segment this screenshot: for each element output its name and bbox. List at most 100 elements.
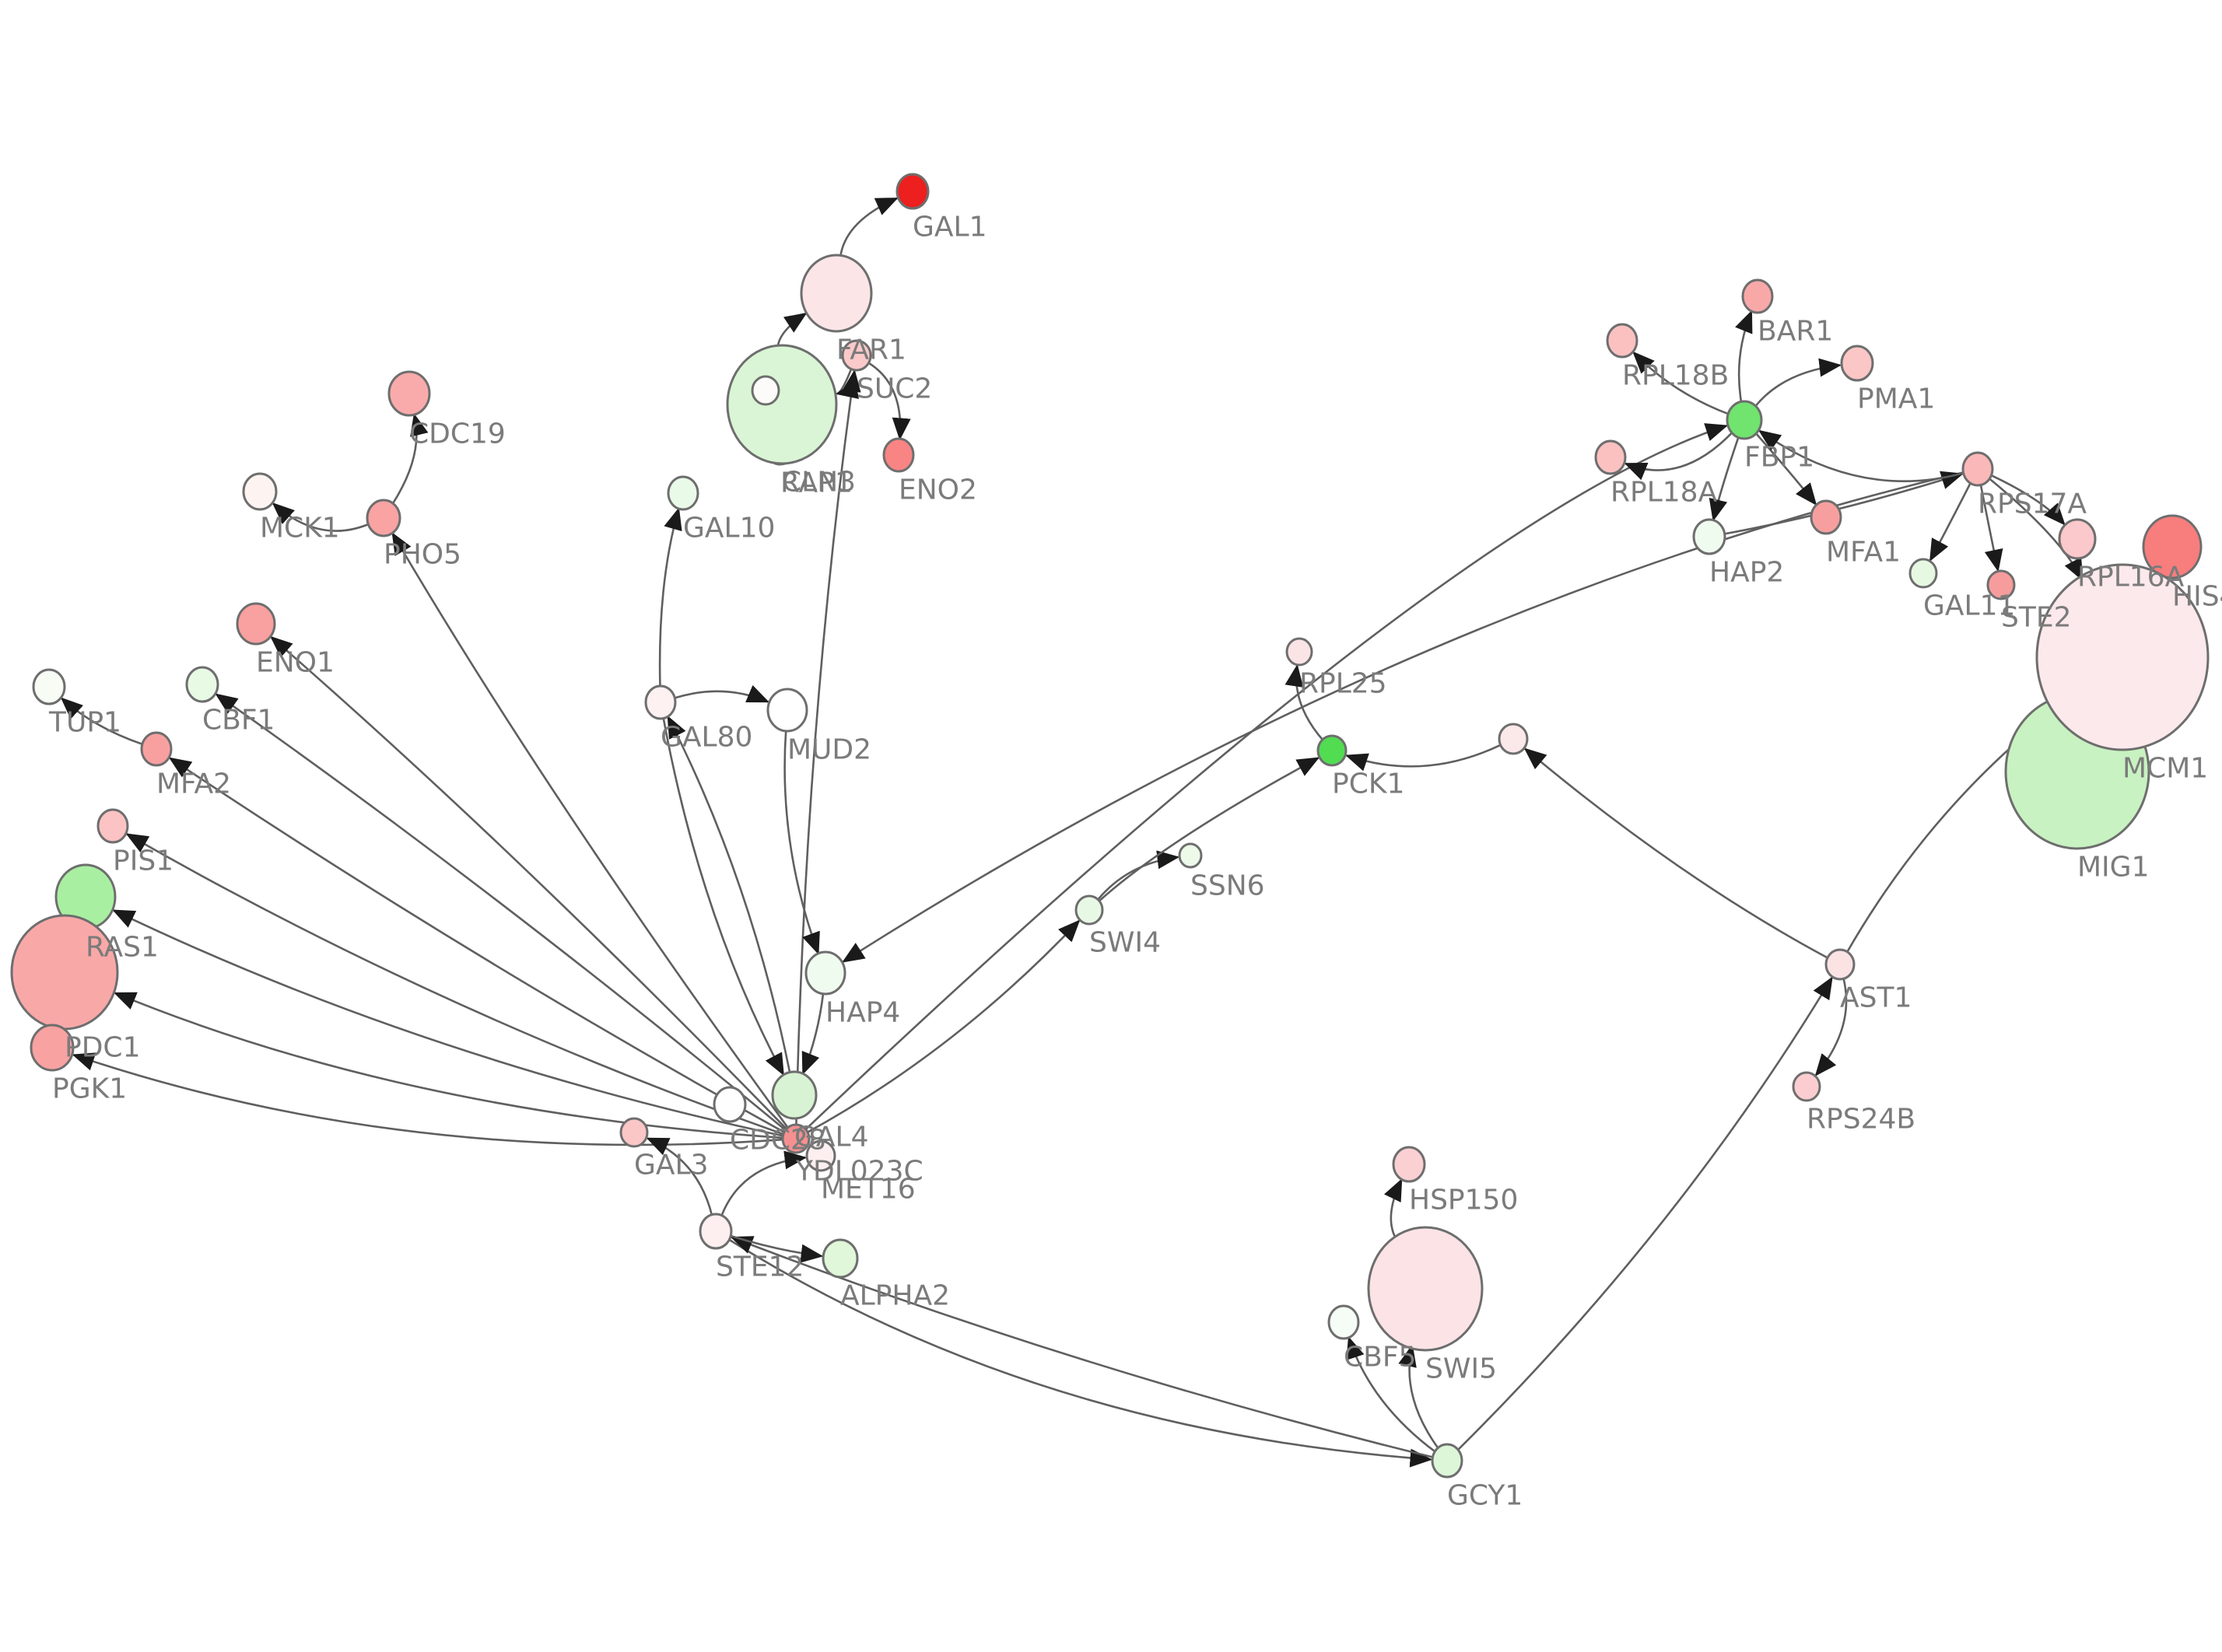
- edge-FBP1-RPL18A[interactable]: [1624, 431, 1733, 481]
- edge-YDL023C-CBF1[interactable]: [215, 693, 787, 1132]
- edge-FBP1-BAR1[interactable]: [1735, 310, 1753, 404]
- node-YDL023C[interactable]: [781, 1123, 811, 1154]
- node-BAR1[interactable]: [1741, 278, 1774, 314]
- node-MUD2[interactable]: [766, 688, 808, 733]
- node-PHO5[interactable]: [366, 499, 401, 537]
- edge-STE12-GCY1[interactable]: [728, 1238, 1433, 1468]
- node-HAP2[interactable]: [1692, 518, 1726, 555]
- node-MET16[interactable]: [805, 1139, 836, 1172]
- edge-YDL023C-PHO5[interactable]: [391, 532, 790, 1129]
- edge-MUD2-HAP4[interactable]: [783, 729, 820, 955]
- node-STE2[interactable]: [1986, 569, 2016, 600]
- edge-GAL80-GAL4[interactable]: [662, 716, 785, 1076]
- node-FBP1[interactable]: [1726, 400, 1763, 440]
- node-MCM1[interactable]: [2035, 563, 2210, 751]
- edge-STE12-ALPHA2[interactable]: [730, 1234, 824, 1263]
- edge-STE12-GAL3[interactable]: [646, 1137, 713, 1216]
- node-MFA2[interactable]: [140, 731, 173, 767]
- edge-PHO5-MCK1[interactable]: [272, 502, 370, 532]
- edge-YDL023C-PIS1[interactable]: [125, 833, 784, 1136]
- node-RPL18A[interactable]: [1594, 439, 1627, 475]
- node-MCK1[interactable]: [242, 472, 278, 511]
- edge-FBP1-RPL18B[interactable]: [1632, 351, 1729, 415]
- node-GAL11[interactable]: [1908, 558, 1938, 589]
- node-HIS4[interactable]: [2142, 514, 2203, 579]
- node-TUP1[interactable]: [32, 668, 66, 705]
- edge-UNL2-PCK1[interactable]: [1345, 744, 1502, 772]
- edge-SUC2-ENO2[interactable]: [867, 362, 911, 441]
- edge-YDL023C-PDC1[interactable]: [113, 992, 783, 1139]
- edge-GCY1-SWI5[interactable]: [1398, 1344, 1439, 1450]
- edge-GCY1-AST1[interactable]: [1456, 976, 1833, 1451]
- node-FAR1[interactable]: [800, 254, 873, 333]
- edge-AST1-RPS24B[interactable]: [1814, 978, 1848, 1076]
- edge-SUC2-CLN3[interactable]: [835, 368, 860, 399]
- edge-YDL023C-ENO1[interactable]: [270, 635, 788, 1130]
- node-ENO2[interactable]: [882, 437, 915, 473]
- edge-YDL023C-SUC2[interactable]: [795, 369, 861, 1126]
- node-SWI4[interactable]: [1074, 894, 1104, 926]
- edge-YDL023C-SWI4[interactable]: [807, 919, 1081, 1133]
- node-CDC28[interactable]: [713, 1086, 747, 1123]
- edge-GCY1-CBF5[interactable]: [1346, 1336, 1436, 1453]
- edge-FAR1-GAL1[interactable]: [839, 197, 899, 259]
- node-MFA1[interactable]: [1810, 499, 1842, 535]
- node-SWI5[interactable]: [1367, 1226, 1484, 1352]
- edge-AST1-UNL2[interactable]: [1523, 747, 1828, 959]
- edge-SWI5-HSP150[interactable]: [1383, 1178, 1403, 1241]
- edge-GAL80-MUD2[interactable]: [674, 684, 770, 703]
- edge-RPS17A-FBP1[interactable]: [1758, 429, 1964, 483]
- node-PMA1[interactable]: [1840, 345, 1874, 382]
- edge-FBP1-HAP2[interactable]: [1709, 436, 1740, 522]
- node-RPL25[interactable]: [1285, 637, 1313, 667]
- node-UNL2[interactable]: [1498, 723, 1529, 755]
- node-GAL3[interactable]: [619, 1117, 649, 1148]
- node-RPL16A[interactable]: [2058, 518, 2097, 560]
- node-SUC2[interactable]: [841, 339, 872, 372]
- edge-GAL80-GAL10[interactable]: [658, 507, 682, 688]
- edge-MFA2-TUP1[interactable]: [60, 697, 143, 746]
- node-GAL4[interactable]: [771, 1070, 818, 1120]
- node-PGK1[interactable]: [30, 1024, 75, 1072]
- node-HSP150[interactable]: [1392, 1146, 1426, 1183]
- node-CLN3[interactable]: [726, 344, 838, 465]
- node-AST1[interactable]: [1824, 948, 1856, 981]
- node-ALPHA2[interactable]: [822, 1238, 859, 1279]
- node-GAL1[interactable]: [895, 173, 930, 210]
- edge-YDL023C-FBP1[interactable]: [804, 423, 1729, 1131]
- node-WHITE1[interactable]: [751, 375, 780, 406]
- node-RPL18B[interactable]: [1606, 323, 1638, 359]
- edge-YDL023C-MFA2[interactable]: [168, 757, 785, 1133]
- node-PIS1[interactable]: [96, 808, 129, 844]
- node-SSN6[interactable]: [1178, 842, 1203, 869]
- edge-HAP4-GAL4[interactable]: [801, 992, 825, 1075]
- edge-SWI4-PCK1[interactable]: [1098, 757, 1320, 902]
- edge-FBP1-PMA1[interactable]: [1754, 358, 1842, 408]
- edge-RPS17A-STE2[interactable]: [1979, 483, 2003, 572]
- edge-RPS17A-GAL11[interactable]: [1929, 481, 1972, 562]
- node-CDC19[interactable]: [387, 370, 431, 417]
- node-GAL10[interactable]: [667, 475, 699, 511]
- edge-GAL4-GAL80[interactable]: [667, 715, 791, 1074]
- node-PCK1[interactable]: [1316, 734, 1348, 767]
- node-CBF5[interactable]: [1327, 1304, 1360, 1340]
- edge-YDL023C-RAS1[interactable]: [112, 909, 783, 1137]
- node-RPS24B[interactable]: [1792, 1071, 1821, 1102]
- edge-SWI4-SSN6[interactable]: [1096, 850, 1180, 901]
- edge-PCK1-RPL25[interactable]: [1284, 663, 1324, 741]
- node-STE12[interactable]: [699, 1213, 733, 1250]
- node-RPS17A[interactable]: [1961, 451, 1994, 487]
- edge-RPS17A-HAP4[interactable]: [842, 471, 1964, 963]
- edge-YDL023C-PGK1[interactable]: [72, 1052, 783, 1146]
- edge-PHO5-CDC19[interactable]: [391, 413, 429, 506]
- edge-RPS17A-MCM1[interactable]: [1988, 478, 2084, 582]
- node-GAL80[interactable]: [644, 684, 677, 720]
- node-GCY1[interactable]: [1431, 1443, 1463, 1479]
- node-HAP4[interactable]: [804, 950, 846, 996]
- node-ENO1[interactable]: [236, 602, 276, 646]
- edge-STE12-MET16[interactable]: [720, 1150, 808, 1217]
- edge-RPS17A-RPL16A[interactable]: [1990, 474, 2066, 526]
- node-CBF1[interactable]: [185, 666, 219, 703]
